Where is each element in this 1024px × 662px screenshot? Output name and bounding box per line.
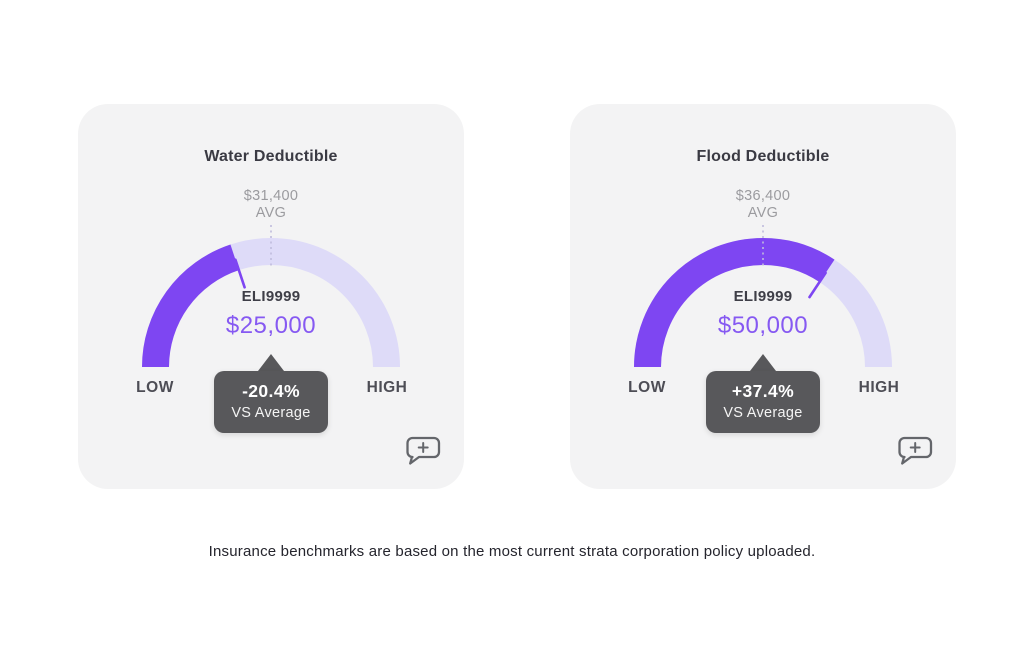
gauge-high-label: HIGH — [858, 379, 900, 396]
vs-average-tooltip: +37.4% VS Average — [706, 354, 820, 433]
add-comment-button[interactable] — [897, 436, 933, 466]
deductible-value: $50,000 — [717, 312, 809, 339]
gauge-needle-tick — [234, 258, 246, 289]
gauge-needle-tick — [808, 271, 827, 299]
gauge-low-label: LOW — [628, 379, 666, 396]
tooltip-caption: VS Average — [231, 405, 311, 421]
card-title: Flood Deductible — [696, 148, 830, 165]
deductible-gauge — [634, 225, 892, 368]
gauge-fill-arc — [634, 238, 892, 368]
average-amount: $36,400 — [735, 188, 791, 204]
flood-deductible-card: Flood Deductible $36,400 AVG ELI9999 $50… — [570, 104, 956, 489]
tooltip-delta: +37.4% — [731, 381, 795, 401]
gauge-high-label: HIGH — [366, 379, 408, 396]
tooltip-caption: VS Average — [723, 405, 803, 421]
average-label: $31,400 AVG — [78, 188, 464, 222]
water-deductible-card: Water Deductible $31,400 AVG ELI9999 $25… — [78, 104, 464, 489]
deductible-value: $25,000 — [225, 312, 317, 339]
entity-label: ELI9999 — [733, 288, 793, 305]
gauge-fill-arc — [142, 238, 400, 368]
average-caption: AVG — [255, 205, 287, 221]
tooltip-box: -20.4% VS Average — [214, 371, 328, 433]
average-caption: AVG — [747, 205, 779, 221]
vs-average-tooltip: -20.4% VS Average — [214, 354, 328, 433]
entity-label: ELI9999 — [241, 288, 301, 305]
average-amount: $31,400 — [243, 188, 299, 204]
card-title: Water Deductible — [204, 148, 338, 165]
tooltip-delta: -20.4% — [242, 381, 300, 401]
comment-plus-icon — [406, 436, 441, 465]
average-label: $36,400 AVG — [570, 188, 956, 222]
deductible-gauge — [142, 225, 400, 368]
comment-plus-icon — [898, 436, 933, 465]
benchmark-disclaimer: Insurance benchmarks are based on the mo… — [208, 543, 816, 560]
tooltip-arrow — [750, 354, 776, 371]
tooltip-box: +37.4% VS Average — [706, 371, 820, 433]
tooltip-arrow — [258, 354, 284, 371]
gauge-low-label: LOW — [136, 379, 174, 396]
add-comment-button[interactable] — [405, 436, 441, 466]
